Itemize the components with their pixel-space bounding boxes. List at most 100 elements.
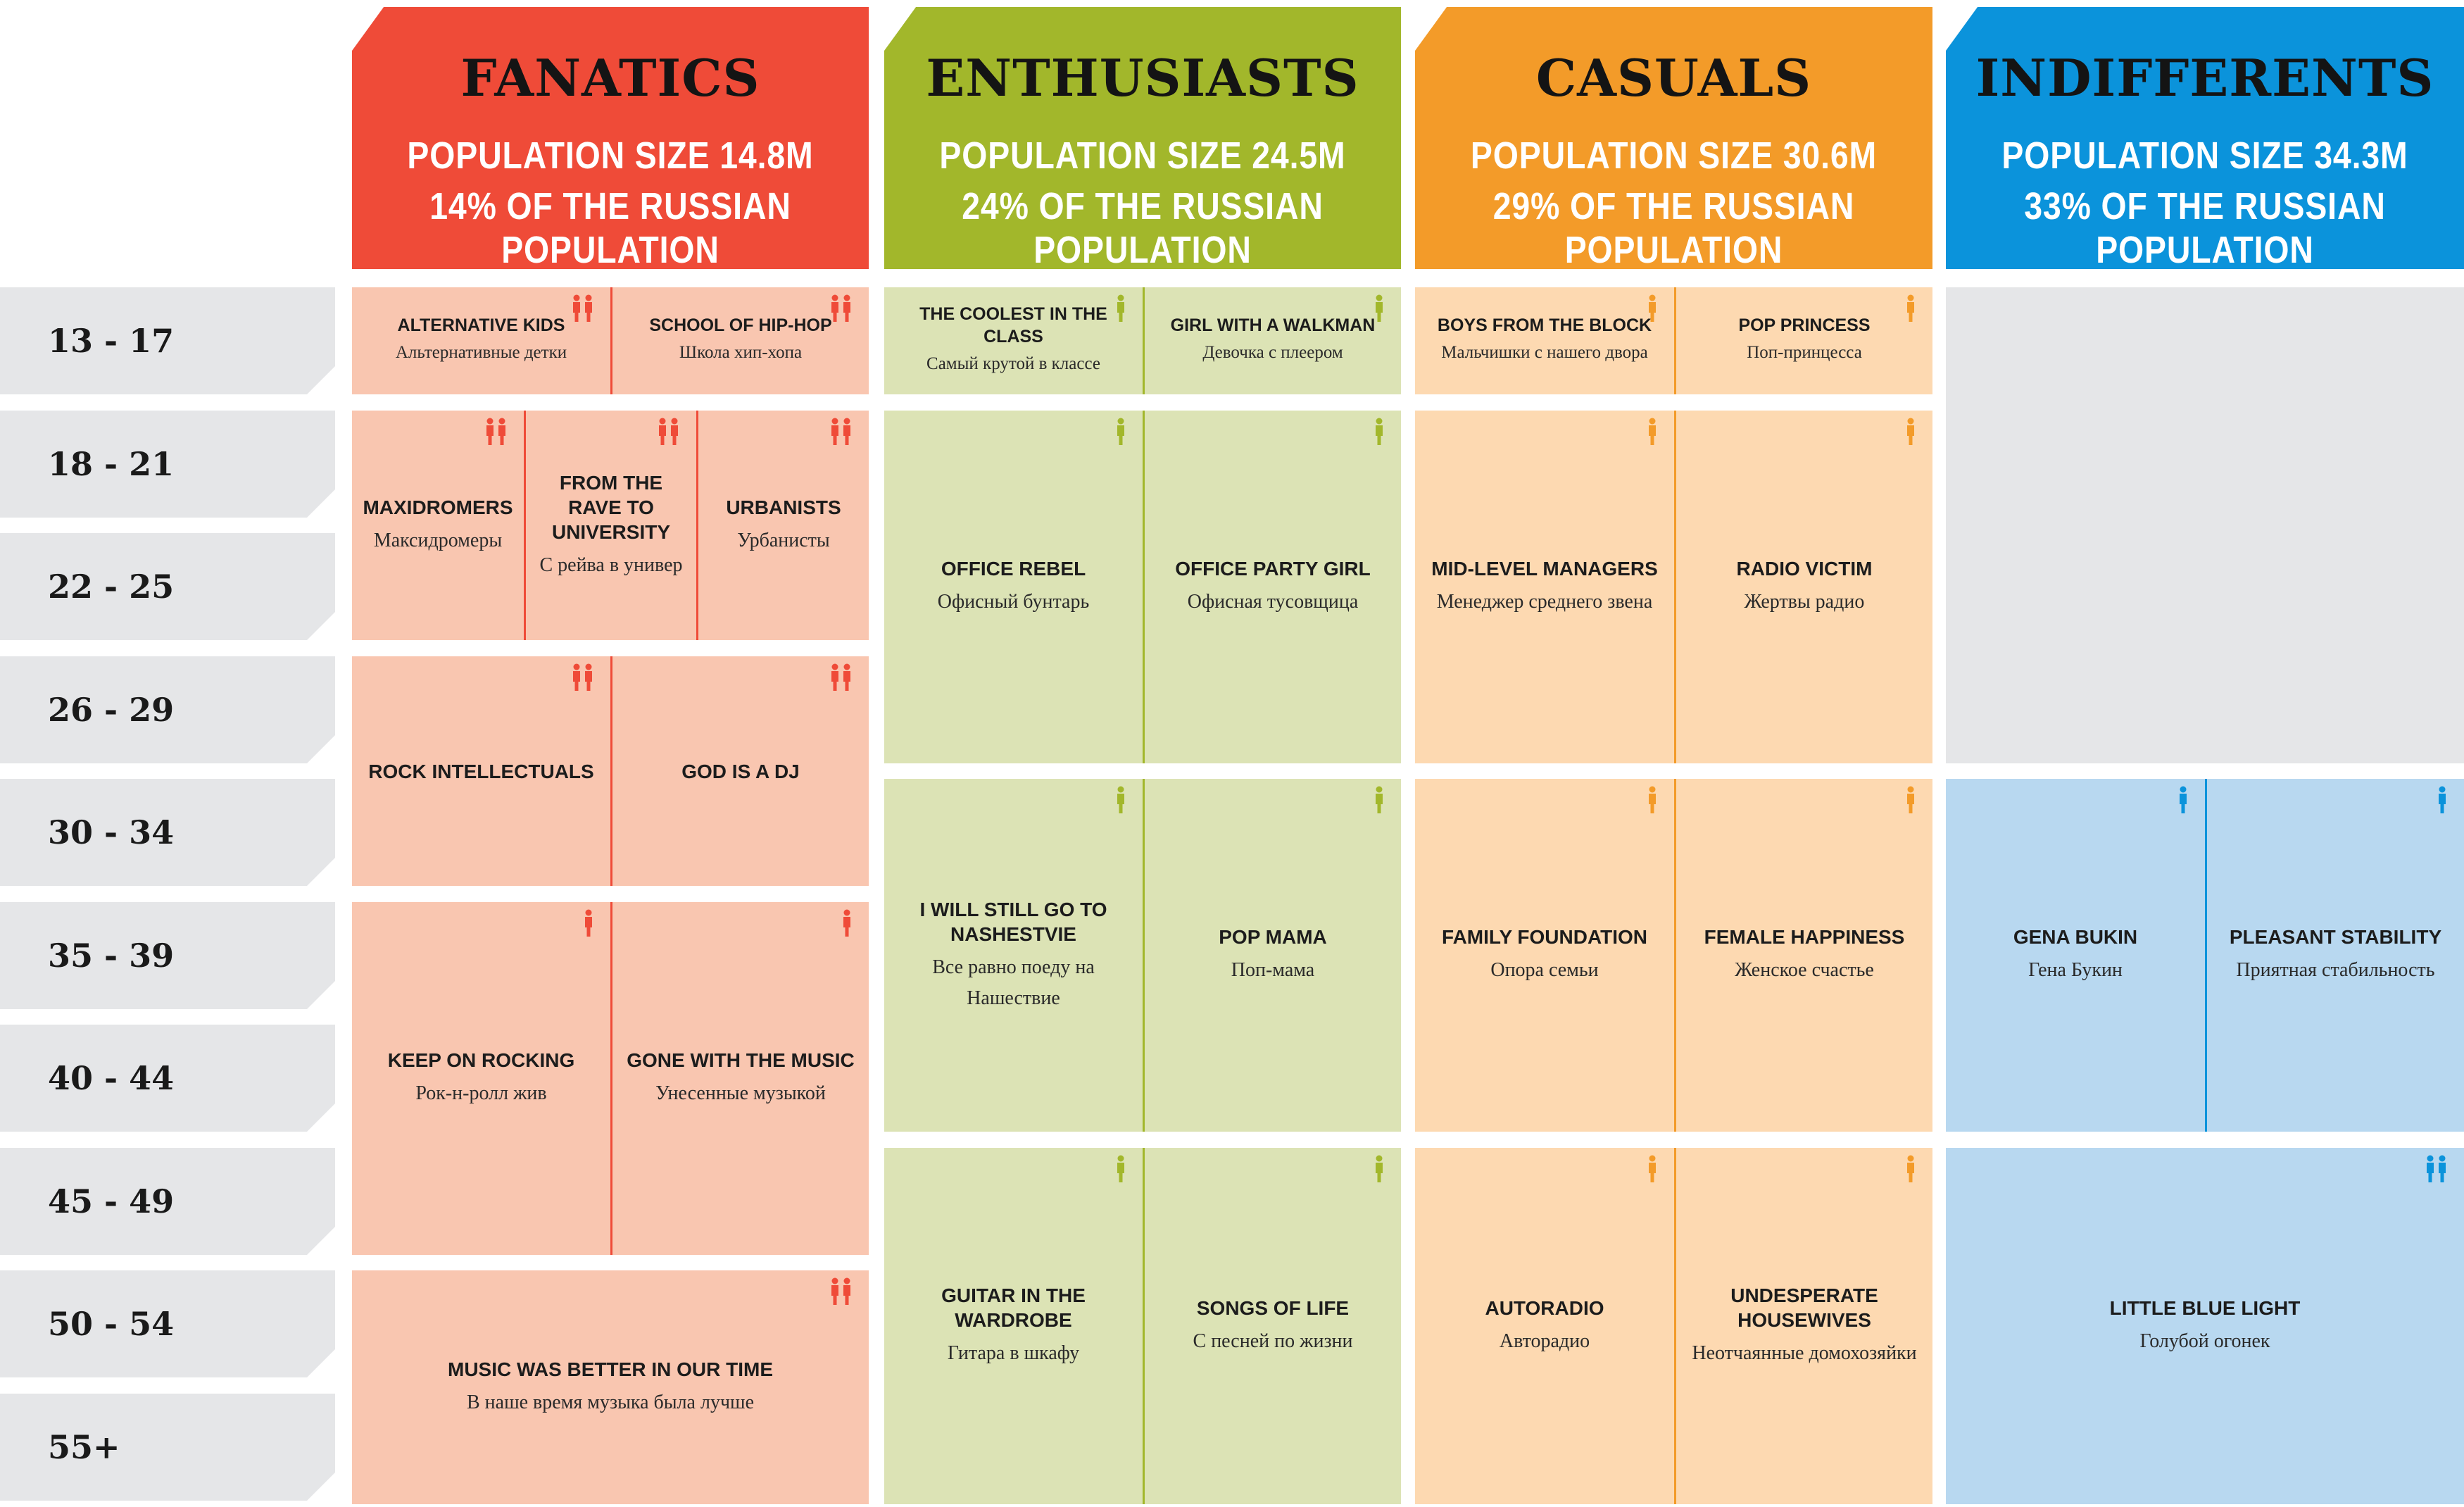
audience-group-cell: OFFICE PARTY GIRL Офисная тусовщица: [1143, 411, 1401, 763]
audience-group-cell: BOYS FROM THE BLOCK Мальчишки с нашего дв…: [1415, 287, 1674, 394]
group-name-en: THE COOLEST IN THE CLASS: [919, 304, 1107, 346]
female-icon: [1374, 294, 1384, 323]
audience-group-cell: FAMILY FOUNDATION Опора семьи: [1415, 779, 1674, 1132]
segment-header-enthusiasts: ENTHUSIASTS POPULATION SIZE 24.5M 24% OF T…: [884, 7, 1401, 269]
person-icon: [831, 1277, 838, 1305]
group-name-ru: Все равно поеду на Нашествие: [932, 956, 1095, 1009]
person-icon: [2439, 1155, 2446, 1182]
person-icon: [2180, 786, 2187, 813]
group-name-en: MAXIDROMERS: [363, 496, 513, 518]
person-icon: [486, 418, 494, 445]
group-name-en: SCHOOL OF HIP-HOP: [649, 315, 832, 335]
person-icon: [1907, 1155, 1914, 1182]
audience-group-cell: LITTLE BLUE LIGHT Голубой огонек: [1946, 1148, 2464, 1504]
audience-group-cell: FROM THE RAVE TO UNIVERSITY С рейва в уни…: [524, 411, 696, 640]
group-name-en: ROCK INTELLECTUALS: [368, 760, 594, 782]
age-group-label: 26 - 29: [0, 656, 335, 763]
audience-group-cell: GOD IS A DJ: [610, 656, 869, 886]
group-name-en: URBANISTS: [726, 496, 841, 518]
group-name-en: LITTLE BLUE LIGHT: [2109, 1296, 2301, 1319]
group-name-ru: Школа хип-хопа: [679, 343, 803, 363]
person-icon: [659, 418, 666, 445]
group-name-ru: Неотчаянные домохозяйки: [1692, 1342, 1917, 1365]
person-icon: [573, 663, 580, 691]
age-group-label: 18 - 21: [0, 411, 335, 518]
group-name-en: MUSIC WAS BETTER IN OUR TIME: [448, 1358, 773, 1380]
male-female-icon: [572, 294, 593, 323]
male-icon: [1116, 294, 1126, 323]
female-icon: [1906, 1155, 1916, 1183]
segment-header-indifferents: INDIFFERENTS POPULATION SIZE 34.3M 33% OF …: [1946, 7, 2464, 269]
person-icon: [1649, 786, 1656, 813]
age-group-label: 50 - 54: [0, 1270, 335, 1377]
person-icon: [585, 909, 592, 937]
group-name-ru: Поп-принцесса: [1747, 343, 1862, 363]
group-name-en: OFFICE REBEL: [941, 558, 1086, 580]
group-name-en: UNDESPERATE HOUSEWIVES: [1730, 1284, 1878, 1332]
population-size: POPULATION SIZE 14.8M: [407, 135, 814, 177]
person-icon: [1376, 418, 1383, 445]
audience-group-cell: GIRL WITH A WALKMAN Девочка с плеером: [1143, 287, 1401, 394]
group-name-ru: Самый крутой в классе: [926, 354, 1100, 373]
group-name-en: AUTORADIO: [1485, 1296, 1604, 1319]
person-icon: [843, 1277, 850, 1305]
audience-group-cell: UNDESPERATE HOUSEWIVES Неотчаянные домохо…: [1674, 1148, 1932, 1504]
female-icon: [1906, 786, 1916, 814]
age-group-text: 30 - 34: [48, 813, 175, 851]
group-name-en: GENA BUKIN: [2013, 926, 2138, 949]
male-icon: [2178, 786, 2188, 814]
audience-group-cell: FEMALE HAPPINESS Женское счастье: [1674, 779, 1932, 1132]
group-name-en: FROM THE RAVE TO UNIVERSITY: [551, 471, 671, 543]
population-share: 14% OF THE RUSSIAN POPULATION: [429, 185, 791, 271]
group-name-en: RADIO VICTIM: [1736, 558, 1873, 580]
segment-name: CASUALS: [1535, 48, 1812, 108]
person-icon: [1907, 786, 1914, 813]
age-group-label: 30 - 34: [0, 779, 335, 886]
group-name-ru: С песней по жизни: [1193, 1330, 1353, 1352]
audience-group-cell: THE COOLEST IN THE CLASS Самый крутой в к…: [884, 287, 1143, 394]
male-icon: [1647, 294, 1657, 323]
age-group-label: 35 - 39: [0, 902, 335, 1009]
group-name-ru: Опора семьи: [1490, 959, 1599, 982]
person-icon: [573, 294, 580, 322]
audience-group-cell: SCHOOL OF HIP-HOP Школа хип-хопа: [610, 287, 869, 394]
audience-group-cell: MUSIC WAS BETTER IN OUR TIME В наше время…: [352, 1270, 869, 1504]
group-name-en: ALTERNATIVE KIDS: [397, 315, 565, 335]
age-group-label: 55+: [0, 1394, 335, 1501]
indifferents-empty-area: [1946, 287, 2464, 763]
male-icon: [1647, 1155, 1657, 1183]
male-female-icon: [658, 418, 679, 446]
audience-group-cell: GONE WITH THE MUSIC Унесенные музыкой: [610, 902, 869, 1255]
group-name-ru: Альтернативные детки: [395, 343, 567, 363]
group-name-ru: Поп-мама: [1231, 959, 1315, 982]
segment-name: FANATICS: [460, 48, 760, 108]
audience-group-cell: URBANISTS Урбанисты: [696, 411, 869, 640]
male-female-icon: [485, 418, 507, 446]
group-name-en: KEEP ON ROCKING: [387, 1049, 575, 1072]
population-share: 29% OF THE RUSSIAN POPULATION: [1492, 185, 1855, 271]
age-group-label: 13 - 17: [0, 287, 335, 394]
male-female-icon: [830, 294, 852, 323]
group-name-ru: Авторадио: [1499, 1330, 1590, 1352]
population-size: POPULATION SIZE 30.6M: [1470, 135, 1878, 177]
female-icon: [842, 909, 852, 937]
person-icon: [831, 294, 838, 322]
male-female-icon: [830, 663, 852, 692]
male-icon: [1116, 418, 1126, 446]
female-icon: [2437, 786, 2447, 814]
age-group-text: 26 - 29: [48, 691, 175, 729]
group-name-ru: Мальчишки с нашего двора: [1441, 343, 1648, 363]
population-share: 33% OF THE RUSSIAN POPULATION: [2024, 185, 2386, 271]
person-icon: [585, 663, 592, 691]
group-name-en: POP PRINCESS: [1738, 315, 1871, 335]
person-icon: [1376, 1155, 1383, 1182]
age-group-label: 22 - 25: [0, 533, 335, 640]
female-icon: [1906, 418, 1916, 446]
group-name-ru: С рейва в универ: [539, 554, 683, 576]
person-icon: [2427, 1155, 2434, 1182]
female-icon: [1906, 294, 1916, 323]
male-female-icon: [830, 1277, 852, 1306]
segment-name: INDIFFERENTS: [1975, 48, 2434, 108]
person-icon: [1117, 786, 1124, 813]
group-name-en: MID-LEVEL MANAGERS: [1431, 558, 1658, 580]
